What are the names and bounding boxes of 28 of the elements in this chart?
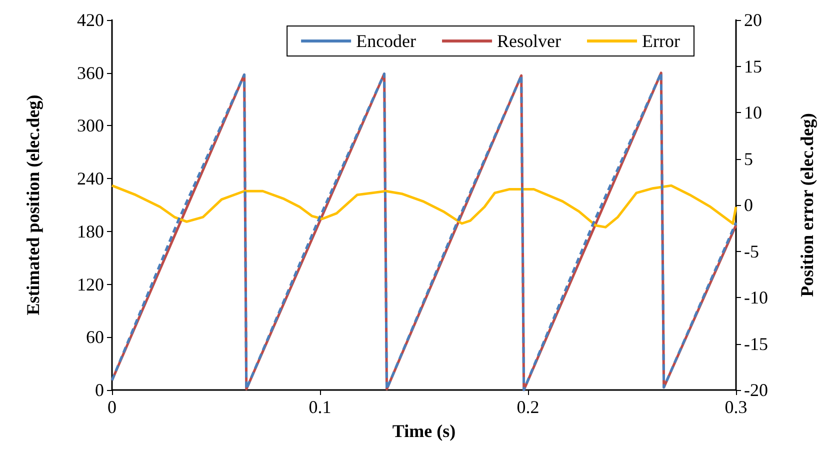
y-tick-label: 0	[95, 380, 104, 400]
y-tick-label: 180	[77, 221, 104, 242]
y-tick-label: 240	[77, 168, 104, 189]
x-tick-label: 0	[108, 397, 116, 417]
x-tick-label: 0.1	[308, 397, 332, 417]
legend-label: Error	[642, 31, 680, 51]
y-tick-label: 360	[77, 62, 104, 83]
y-tick-label: 300	[77, 116, 104, 136]
y2-tick-label: -10	[744, 288, 768, 308]
y2-tick-label: 15	[744, 56, 762, 76]
y2-tick-label: -15	[744, 334, 768, 354]
legend-label: Resolver	[497, 31, 562, 51]
y-tick-label: 60	[86, 327, 104, 348]
y2-tick-label: 5	[744, 148, 753, 169]
x-axis-title: Time (s)	[392, 421, 456, 441]
y-tick-label: 120	[77, 274, 104, 294]
y2-tick-label: 20	[744, 10, 762, 30]
y2-tick-label: -20	[744, 380, 768, 400]
y2-tick-label: 0	[744, 195, 753, 215]
x-tick-label: 0.3	[724, 397, 748, 417]
y-tick-label: 420	[77, 10, 104, 30]
y2-tick-label: 10	[744, 102, 762, 122]
x-tick-label: 0.2	[516, 397, 540, 417]
y2-axis-title: Position error (elec.deg)	[797, 113, 817, 297]
y-axis-title: Estimated position (elec.deg)	[23, 94, 43, 316]
legend-label: Encoder	[356, 31, 416, 51]
y2-tick-label: -5	[744, 241, 759, 262]
line-series	[110, 184, 738, 228]
